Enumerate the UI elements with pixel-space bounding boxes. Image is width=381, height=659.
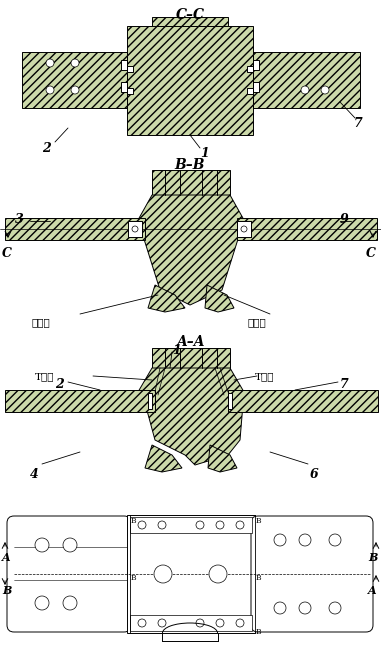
Circle shape xyxy=(216,619,224,627)
Circle shape xyxy=(301,86,309,94)
Text: 7: 7 xyxy=(340,378,349,391)
Bar xyxy=(237,221,251,237)
Text: 2: 2 xyxy=(42,142,51,155)
Bar xyxy=(228,393,232,409)
Circle shape xyxy=(209,565,227,583)
Circle shape xyxy=(299,534,311,546)
FancyBboxPatch shape xyxy=(7,516,131,632)
Circle shape xyxy=(236,521,244,529)
Circle shape xyxy=(241,226,247,232)
Circle shape xyxy=(138,619,146,627)
Circle shape xyxy=(132,226,138,232)
Circle shape xyxy=(71,86,79,94)
Bar xyxy=(247,88,253,94)
Bar xyxy=(152,17,228,26)
Bar xyxy=(127,88,133,94)
Circle shape xyxy=(216,521,224,529)
Text: 7: 7 xyxy=(354,117,363,130)
Text: 成型端: 成型端 xyxy=(248,318,267,327)
Circle shape xyxy=(35,596,49,610)
Polygon shape xyxy=(148,285,185,312)
Text: 成型端: 成型端 xyxy=(32,318,51,327)
Text: B–B: B–B xyxy=(175,158,205,172)
Circle shape xyxy=(329,534,341,546)
Text: B: B xyxy=(256,517,262,525)
Circle shape xyxy=(138,521,146,529)
Circle shape xyxy=(35,538,49,552)
Bar xyxy=(148,393,152,409)
Circle shape xyxy=(274,534,286,546)
Text: B: B xyxy=(256,574,262,582)
Circle shape xyxy=(196,521,204,529)
Circle shape xyxy=(154,565,172,583)
Bar xyxy=(128,221,142,237)
Bar xyxy=(253,60,259,70)
Bar xyxy=(255,517,310,631)
Circle shape xyxy=(236,619,244,627)
Text: C: C xyxy=(366,247,376,260)
Text: A–A: A–A xyxy=(176,335,204,349)
Bar xyxy=(5,390,155,412)
Text: B: B xyxy=(368,552,377,563)
Text: A: A xyxy=(368,585,377,596)
Bar xyxy=(237,218,377,240)
Text: 9: 9 xyxy=(340,213,349,226)
Bar xyxy=(237,221,251,237)
Circle shape xyxy=(46,86,54,94)
Text: C–C: C–C xyxy=(176,8,205,22)
Bar xyxy=(128,221,142,237)
Text: B: B xyxy=(2,585,11,596)
Bar xyxy=(121,82,127,92)
Bar xyxy=(22,52,127,108)
Circle shape xyxy=(63,538,77,552)
Text: C: C xyxy=(2,247,12,260)
Polygon shape xyxy=(145,445,182,472)
Circle shape xyxy=(158,521,166,529)
Text: 1: 1 xyxy=(172,344,181,357)
Text: B: B xyxy=(131,574,137,582)
Circle shape xyxy=(196,619,204,627)
Bar xyxy=(253,52,360,108)
Bar xyxy=(127,26,253,135)
Polygon shape xyxy=(208,445,237,472)
Bar xyxy=(130,517,252,533)
Text: T型槽: T型槽 xyxy=(35,372,54,381)
Circle shape xyxy=(158,619,166,627)
Circle shape xyxy=(299,602,311,614)
Polygon shape xyxy=(138,195,244,305)
Text: B: B xyxy=(131,517,137,525)
Circle shape xyxy=(274,602,286,614)
Bar xyxy=(152,348,230,368)
Bar xyxy=(247,66,253,72)
Bar xyxy=(130,615,252,631)
Circle shape xyxy=(63,596,77,610)
Text: A: A xyxy=(2,552,11,563)
Bar xyxy=(121,60,127,70)
Polygon shape xyxy=(138,368,244,465)
Circle shape xyxy=(46,59,54,67)
Text: 3: 3 xyxy=(15,213,24,226)
Circle shape xyxy=(71,59,79,67)
Bar xyxy=(253,82,259,92)
FancyBboxPatch shape xyxy=(251,516,373,632)
Text: B: B xyxy=(256,628,262,636)
Text: 6: 6 xyxy=(310,468,319,481)
Bar xyxy=(127,515,255,633)
Text: 2: 2 xyxy=(55,378,64,391)
Polygon shape xyxy=(205,285,234,312)
Bar xyxy=(228,390,378,412)
Circle shape xyxy=(321,86,329,94)
Bar xyxy=(127,66,133,72)
Bar xyxy=(152,170,230,195)
Circle shape xyxy=(329,602,341,614)
Bar xyxy=(5,218,145,240)
Text: 1: 1 xyxy=(200,147,209,160)
Text: 4: 4 xyxy=(30,468,39,481)
Text: T型槽: T型槽 xyxy=(255,372,274,381)
